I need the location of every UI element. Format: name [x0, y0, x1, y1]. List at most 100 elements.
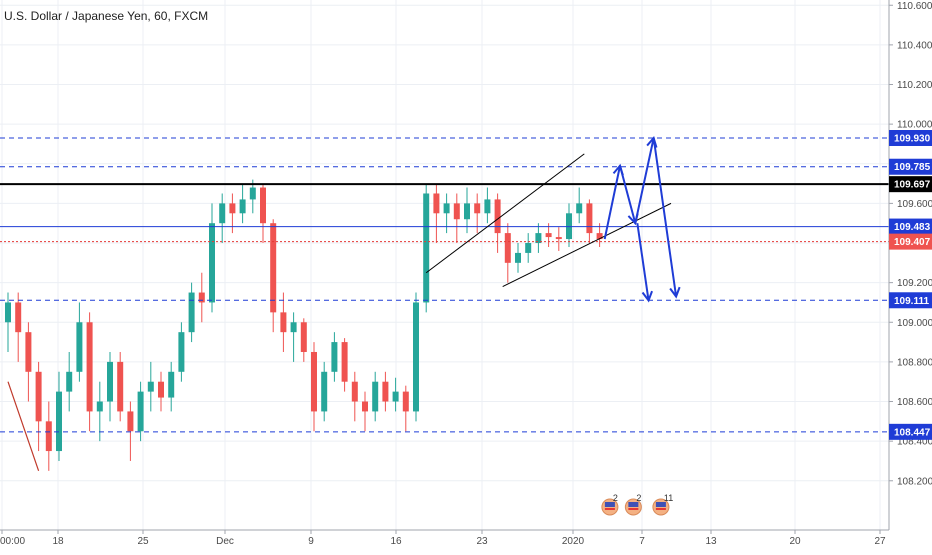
- candle-body: [260, 187, 266, 224]
- price-axis: [888, 0, 932, 530]
- price-tick-label: 109.600: [897, 199, 932, 210]
- price-tick-label: 108.400: [897, 437, 932, 448]
- candles-layer: [5, 179, 603, 471]
- event-flag-stripe: [655, 508, 666, 510]
- time-tick-label: 23: [476, 536, 488, 547]
- candle-body: [443, 203, 450, 214]
- candle-body: [239, 199, 246, 214]
- candle-body: [372, 381, 379, 412]
- candle-body: [423, 193, 430, 303]
- candle-body: [107, 361, 113, 402]
- candle-body: [515, 252, 521, 263]
- candle-body: [5, 302, 11, 323]
- drawings-layer: [7, 135, 681, 472]
- candle-body: [147, 381, 154, 392]
- price-level-tag-label: 109.111: [894, 296, 929, 307]
- candle-body: [341, 342, 348, 382]
- price-axis-bg: [889, 0, 932, 530]
- candle-body: [453, 203, 460, 220]
- price-level-tag: [889, 292, 932, 309]
- price-level-tag-label: 108.447: [894, 427, 931, 438]
- candle-body: [270, 223, 277, 313]
- candle-body: [35, 371, 42, 422]
- candle-body: [484, 199, 491, 214]
- candle-body: [433, 193, 440, 214]
- channel-lower-line: [502, 202, 672, 288]
- arrow-head-up: [612, 163, 624, 176]
- price-level-tag-label: 109.785: [894, 162, 931, 173]
- candle-body: [280, 312, 287, 333]
- price-tick-label: 110.600: [897, 1, 932, 12]
- event-flag-icon[interactable]: 2: [601, 493, 619, 516]
- candle-body: [464, 203, 470, 220]
- candle-body: [209, 223, 215, 303]
- candle-body: [392, 391, 399, 402]
- candle-body: [56, 391, 62, 452]
- economic-events[interactable]: 2 2 11: [601, 493, 673, 516]
- candle-body: [86, 322, 93, 412]
- price-level-tag-label: 109.930: [894, 134, 931, 145]
- event-flag-stripe: [604, 508, 615, 510]
- candle-body: [127, 411, 134, 432]
- event-flag-icon[interactable]: 2: [624, 493, 642, 516]
- scenario-path-alt: [636, 223, 650, 301]
- price-level-tag: [889, 233, 932, 250]
- candle-body: [586, 203, 593, 234]
- time-tick-label: 7: [639, 536, 645, 547]
- candle-body: [596, 233, 603, 240]
- price-level-tag: [889, 423, 932, 440]
- candle-body: [249, 187, 256, 200]
- time-tick-label: 9: [308, 536, 314, 547]
- time-axis-bg: [0, 530, 932, 550]
- time-tick-label: 18: [52, 536, 64, 547]
- arrow-head-alt: [641, 290, 653, 303]
- candle-body: [45, 421, 52, 452]
- candle-body: [290, 322, 297, 333]
- candle-body: [25, 332, 32, 372]
- price-level-tag-label: 109.697: [894, 180, 931, 191]
- price-level-tag: [889, 218, 932, 235]
- candle-body: [229, 203, 236, 214]
- price-level-tag: [889, 158, 932, 175]
- candle-body: [535, 233, 542, 244]
- candle-body: [96, 401, 103, 412]
- price-tick-label: 110.400: [897, 40, 932, 51]
- arrow-head-up-2: [646, 135, 658, 148]
- red-trend-line: [7, 381, 40, 472]
- event-count: 2: [636, 493, 641, 503]
- candle-body: [382, 381, 389, 402]
- time-axis: [0, 529, 932, 550]
- price-level-tag: [889, 130, 932, 147]
- price-level-tag-label: 109.483: [894, 222, 931, 233]
- candle-body: [555, 237, 562, 240]
- time-tick-label: 20: [789, 536, 801, 547]
- time-tick-label: 13: [705, 536, 717, 547]
- candle-body: [311, 351, 317, 412]
- arrow-head-final: [669, 286, 681, 299]
- candle-body: [158, 381, 164, 398]
- candle-body: [413, 302, 419, 412]
- time-tick-label: 00:00: [0, 536, 25, 547]
- candle-body: [168, 371, 175, 398]
- price-tick-label: 108.600: [897, 397, 932, 408]
- candle-body: [351, 381, 358, 402]
- candle-body: [331, 342, 338, 372]
- time-tick-label: Dec: [216, 536, 234, 547]
- time-ticks: 00:00 18 25 Dec 9 16 23 2020 7 13 20 27: [0, 530, 886, 547]
- event-flag-canton: [604, 502, 615, 507]
- candle-body: [474, 203, 481, 214]
- time-tick-label: 25: [137, 536, 149, 547]
- price-levels-layer: [0, 137, 889, 433]
- grid-layer: [0, 0, 889, 530]
- event-flag-icon[interactable]: 11: [652, 493, 673, 516]
- candle-body: [188, 292, 195, 333]
- price-tick-label: 108.200: [897, 476, 932, 487]
- time-tick-label: 2020: [562, 536, 585, 547]
- price-level-tag-label: 109.407: [894, 237, 931, 248]
- price-tick-label: 108.800: [897, 357, 932, 368]
- candle-body: [494, 199, 501, 234]
- candle-body: [198, 292, 205, 303]
- candle-body: [178, 332, 185, 372]
